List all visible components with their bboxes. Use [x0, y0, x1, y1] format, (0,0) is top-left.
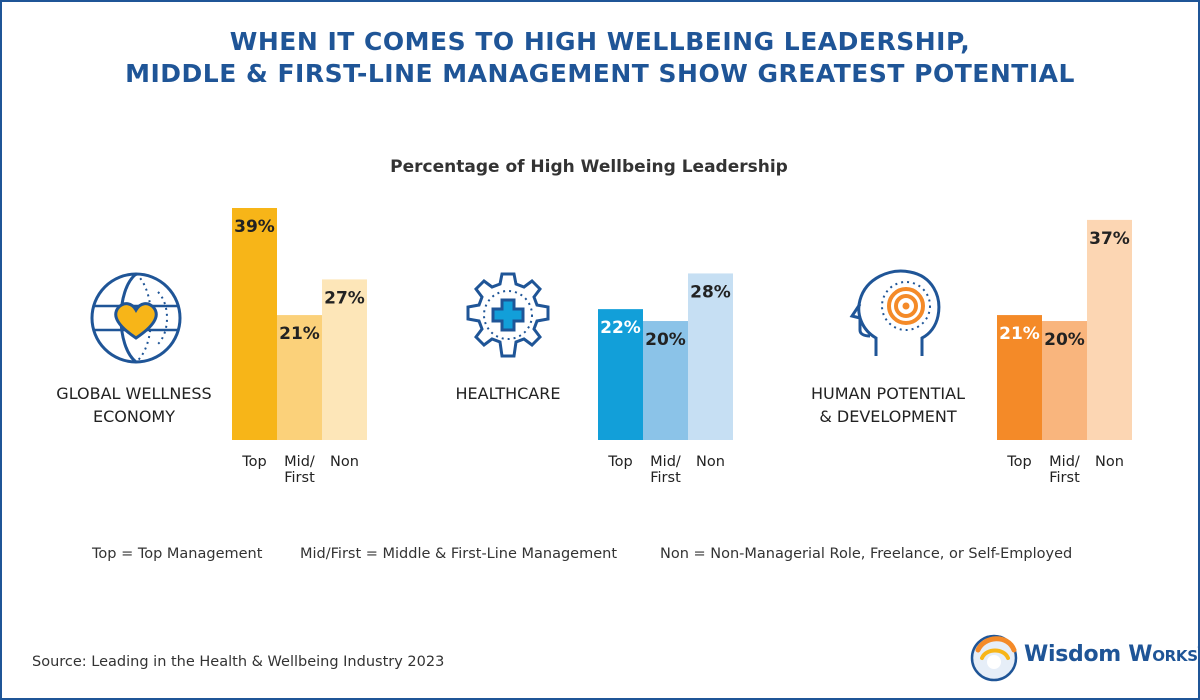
- category-label-g2-1: Top: [607, 454, 632, 470]
- bar-g3-3: [1087, 219, 1132, 440]
- bar-g2-2: [643, 321, 688, 440]
- bar-g1-2: [277, 315, 322, 440]
- wisdom-works-logo: Wisdom WorksTM: [968, 628, 1200, 686]
- title-line-1: WHEN IT COMES TO HIGH WELLBEING LEADERSH…: [229, 27, 971, 56]
- category-label-g3-2: First: [1049, 470, 1080, 486]
- globe-heart-icon: [90, 272, 182, 364]
- title-line-2: MIDDLE & FIRST-LINE MANAGEMENT SHOW GREA…: [125, 59, 1075, 88]
- group-label-healthcare: HEALTHCARE: [455, 384, 561, 403]
- value-label-g3-3: 37%: [1089, 229, 1130, 249]
- bar-g2-1: [598, 309, 643, 440]
- value-label-g3-2: 20%: [1044, 330, 1085, 350]
- value-label-g2-1: 22%: [600, 318, 641, 338]
- category-label-g2-3: Non: [696, 454, 725, 470]
- bar-g3-2: [1042, 321, 1087, 440]
- legend-non: Non = Non-Managerial Role, Freelance, or…: [660, 546, 1073, 562]
- value-label-g2-2: 20%: [645, 330, 686, 350]
- bar-g1-1: [232, 208, 277, 440]
- category-label-g2-2: Mid/: [650, 454, 681, 470]
- group-label-human-potential: HUMAN POTENTIAL & DEVELOPMENT: [811, 384, 965, 426]
- head-spiral-icon: [849, 269, 941, 356]
- bar-g1-3: [322, 279, 367, 440]
- logo-swirl-icon: [970, 634, 1018, 682]
- category-label-g1-3: Non: [330, 454, 359, 470]
- value-label-g3-1: 21%: [999, 324, 1040, 344]
- chart-title: WHEN IT COMES TO HIGH WELLBEING LEADERSH…: [0, 26, 1200, 90]
- logo-trademark: TM: [1198, 646, 1200, 655]
- bar-g2-3: [688, 273, 733, 440]
- logo-text-main: Wisdom: [1024, 642, 1121, 667]
- category-label-g1-2: Mid/: [284, 454, 315, 470]
- value-label-g2-3: 28%: [690, 282, 731, 302]
- category-label-g3-1: Top: [1006, 454, 1031, 470]
- category-label-g1-2: First: [284, 470, 315, 486]
- source-note: Source: Leading in the Health & Wellbein…: [32, 654, 445, 670]
- category-label-g3-3: Non: [1095, 454, 1124, 470]
- logo-text-second: Works: [1128, 642, 1198, 667]
- chart-subtitle: Percentage of High Wellbeing Leadership: [390, 157, 788, 177]
- bar-g3-1: [997, 315, 1042, 440]
- category-label-g2-2: First: [650, 470, 681, 486]
- value-label-g1-1: 39%: [234, 217, 275, 237]
- gear-medical-cross-icon: [466, 272, 550, 358]
- group-label-global-wellness: GLOBAL WELLNESS ECONOMY: [56, 384, 212, 426]
- legend-mid-first: Mid/First = Middle & First-Line Manageme…: [300, 546, 618, 562]
- value-label-g1-2: 21%: [279, 324, 320, 344]
- value-label-g1-3: 27%: [324, 288, 365, 308]
- category-label-g1-1: Top: [241, 454, 266, 470]
- category-label-g3-2: Mid/: [1049, 454, 1080, 470]
- legend-top: Top = Top Management: [92, 546, 263, 562]
